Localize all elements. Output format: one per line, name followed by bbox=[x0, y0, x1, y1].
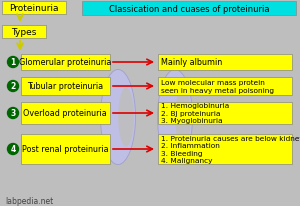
FancyBboxPatch shape bbox=[158, 103, 292, 124]
Text: 1. Hemoglobinuria
2. BJ proteinuria
3. Myoglobinuria: 1. Hemoglobinuria 2. BJ proteinuria 3. M… bbox=[161, 103, 229, 124]
Circle shape bbox=[8, 108, 19, 119]
Text: 4: 4 bbox=[11, 145, 16, 154]
Text: 1: 1 bbox=[11, 58, 16, 67]
FancyBboxPatch shape bbox=[2, 2, 66, 15]
Circle shape bbox=[8, 81, 19, 92]
Text: Mainly albumin: Mainly albumin bbox=[161, 58, 222, 67]
Text: Glomerular proteinuria: Glomerular proteinuria bbox=[19, 58, 111, 67]
Ellipse shape bbox=[158, 70, 193, 165]
FancyBboxPatch shape bbox=[20, 103, 110, 124]
FancyBboxPatch shape bbox=[20, 134, 110, 164]
Circle shape bbox=[8, 144, 19, 155]
Circle shape bbox=[8, 57, 19, 68]
Text: 1. Proteinuria causes are below kidney:
2. Inflammation
3. Bleeding
4. Malignanc: 1. Proteinuria causes are below kidney: … bbox=[161, 135, 300, 163]
Text: Low molecular mass protein
seen in heavy metal poisoning: Low molecular mass protein seen in heavy… bbox=[161, 80, 274, 93]
Ellipse shape bbox=[175, 88, 191, 147]
Text: 2: 2 bbox=[11, 82, 16, 91]
Text: Classication and cuases of proteinuria: Classication and cuases of proteinuria bbox=[109, 5, 269, 13]
FancyBboxPatch shape bbox=[82, 2, 296, 16]
Text: labpedia.net: labpedia.net bbox=[5, 197, 53, 206]
FancyBboxPatch shape bbox=[20, 55, 110, 71]
Text: Types: Types bbox=[11, 28, 37, 37]
FancyBboxPatch shape bbox=[2, 26, 46, 39]
Text: Tubular proteinuria: Tubular proteinuria bbox=[27, 82, 103, 91]
Text: Overload proteinuria: Overload proteinuria bbox=[23, 109, 107, 118]
FancyBboxPatch shape bbox=[158, 55, 292, 71]
Ellipse shape bbox=[100, 70, 136, 165]
FancyBboxPatch shape bbox=[20, 78, 110, 96]
FancyBboxPatch shape bbox=[158, 78, 292, 96]
Ellipse shape bbox=[118, 88, 134, 147]
Text: 3: 3 bbox=[11, 109, 16, 118]
FancyBboxPatch shape bbox=[158, 134, 292, 164]
Text: Proteinuria: Proteinuria bbox=[9, 4, 59, 13]
Text: Post renal proteinuria: Post renal proteinuria bbox=[22, 145, 109, 154]
